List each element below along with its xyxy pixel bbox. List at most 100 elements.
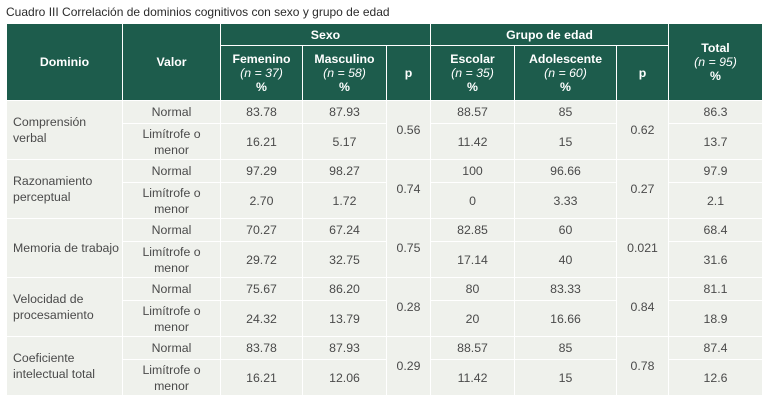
header-p-edad: p [616,45,669,101]
cell-total: 18.9 [668,300,763,337]
table-row: Limítrofe o menor 16.21 5.17 11.42 15 13… [7,123,763,160]
cell-femenino: 29.72 [220,241,303,278]
cell-femenino: 2.70 [220,182,303,219]
cell-adolescente: 16.66 [514,300,617,337]
table-row: Limítrofe o menor 2.70 1.72 0 3.33 2.1 [7,182,763,219]
table-row: Memoria de trabajo Normal 70.27 67.24 0.… [6,218,763,278]
cell-femenino: 16.21 [220,123,303,160]
cell-valor: Limítrofe o menor [122,300,221,337]
cell-total: 31.6 [668,241,763,278]
cell-adolescente: 15 [514,123,617,160]
cell-femenino: 24.32 [220,300,303,337]
table-row: Razonamiento perceptual Normal 97.29 98.… [6,159,763,219]
header-masculino-label: Masculino [314,52,375,66]
header-adolescente-label: Adolescente [528,52,603,66]
cell-p-edad: 0.021 [616,218,669,278]
table-row: Coeficiente intelectual total Normal 83.… [6,336,763,396]
header-total-pct: % [710,69,721,83]
table-caption: Cuadro III Correlación de dominios cogni… [6,5,390,19]
cell-p-sexo: 0.28 [386,277,431,337]
cell-valor: Limítrofe o menor [122,359,221,396]
cell-escolar: 11.42 [430,123,515,160]
header-grupo-edad: Grupo de edad [430,23,669,46]
correlation-table: Dominio Valor Sexo Grupo de edad Total (… [6,23,763,396]
header-adolescente-n: (n = 60) [544,66,587,80]
header-femenino-label: Femenino [232,52,291,66]
cell-total: 12.6 [668,359,763,396]
cell-femenino: 97.29 [220,159,303,183]
cell-p-edad: 0.62 [616,100,669,160]
cell-escolar: 11.42 [430,359,515,396]
cell-masculino: 87.93 [302,100,387,124]
cell-dominio: Coeficiente intelectual total [6,336,123,396]
cell-escolar: 0 [430,182,515,219]
cell-masculino: 86.20 [302,277,387,301]
cell-femenino: 83.78 [220,336,303,360]
cell-escolar: 88.57 [430,100,515,124]
cell-total: 97.9 [668,159,763,183]
cell-p-edad: 0.78 [616,336,669,396]
cell-femenino: 70.27 [220,218,303,242]
cell-adolescente: 60 [514,218,617,242]
cell-masculino: 13.79 [302,300,387,337]
cell-masculino: 1.72 [302,182,387,219]
cell-masculino: 87.93 [302,336,387,360]
cell-escolar: 80 [430,277,515,301]
cell-escolar: 100 [430,159,515,183]
header-escolar: Escolar (n = 35) % [430,45,515,101]
cell-masculino: 67.24 [302,218,387,242]
cell-adolescente: 3.33 [514,182,617,219]
cell-valor: Normal [122,277,221,301]
cell-valor: Normal [122,218,221,242]
cell-escolar: 17.14 [430,241,515,278]
cell-dominio: Comprensión verbal [6,100,123,160]
cell-total: 2.1 [668,182,763,219]
cell-dominio: Memoria de trabajo [6,218,123,278]
cell-p-sexo: 0.56 [386,100,431,160]
header-escolar-label: Escolar [450,52,495,66]
cell-adolescente: 40 [514,241,617,278]
cell-masculino: 12.06 [302,359,387,396]
cell-valor: Limítrofe o menor [122,123,221,160]
cell-p-edad: 0.84 [616,277,669,337]
cell-adolescente: 85 [514,100,617,124]
cell-femenino: 75.67 [220,277,303,301]
cell-adolescente: 85 [514,336,617,360]
cell-femenino: 16.21 [220,359,303,396]
header-masculino: Masculino (n = 58) % [302,45,387,101]
cell-femenino: 83.78 [220,100,303,124]
header-sexo: Sexo [220,23,431,46]
table-row: Comprensión verbal Normal 83.78 87.93 0.… [6,100,763,160]
header-total: Total (n = 95) % [668,23,763,101]
cell-total: 81.1 [668,277,763,301]
cell-adolescente: 83.33 [514,277,617,301]
table-row: Limítrofe o menor 16.21 12.06 11.42 15 1… [7,359,763,396]
header-total-n: (n = 95) [694,55,737,69]
table-row: Limítrofe o menor 24.32 13.79 20 16.66 1… [7,300,763,337]
header-escolar-pct: % [467,80,478,94]
header-femenino-n: (n = 37) [240,66,283,80]
cell-p-sexo: 0.74 [386,159,431,219]
cell-total: 87.4 [668,336,763,360]
cell-valor: Normal [122,336,221,360]
cell-masculino: 5.17 [302,123,387,160]
header-masculino-pct: % [339,80,350,94]
cell-valor: Normal [122,159,221,183]
cell-valor: Limítrofe o menor [122,241,221,278]
table-row: Limítrofe o menor 29.72 32.75 17.14 40 3… [7,241,763,278]
cell-total: 68.4 [668,218,763,242]
header-adolescente-pct: % [560,80,571,94]
cell-dominio: Razonamiento perceptual [6,159,123,219]
header-adolescente: Adolescente (n = 60) % [514,45,617,101]
cell-masculino: 98.27 [302,159,387,183]
cell-total: 86.3 [668,100,763,124]
header-dominio: Dominio [6,23,123,101]
header-valor: Valor [122,23,221,101]
cell-masculino: 32.75 [302,241,387,278]
cell-escolar: 82.85 [430,218,515,242]
cell-escolar: 88.57 [430,336,515,360]
table-row: Velocidad de procesamiento Normal 75.67 … [6,277,763,337]
header-femenino-pct: % [256,80,267,94]
cell-p-edad: 0.27 [616,159,669,219]
cell-valor: Limítrofe o menor [122,182,221,219]
